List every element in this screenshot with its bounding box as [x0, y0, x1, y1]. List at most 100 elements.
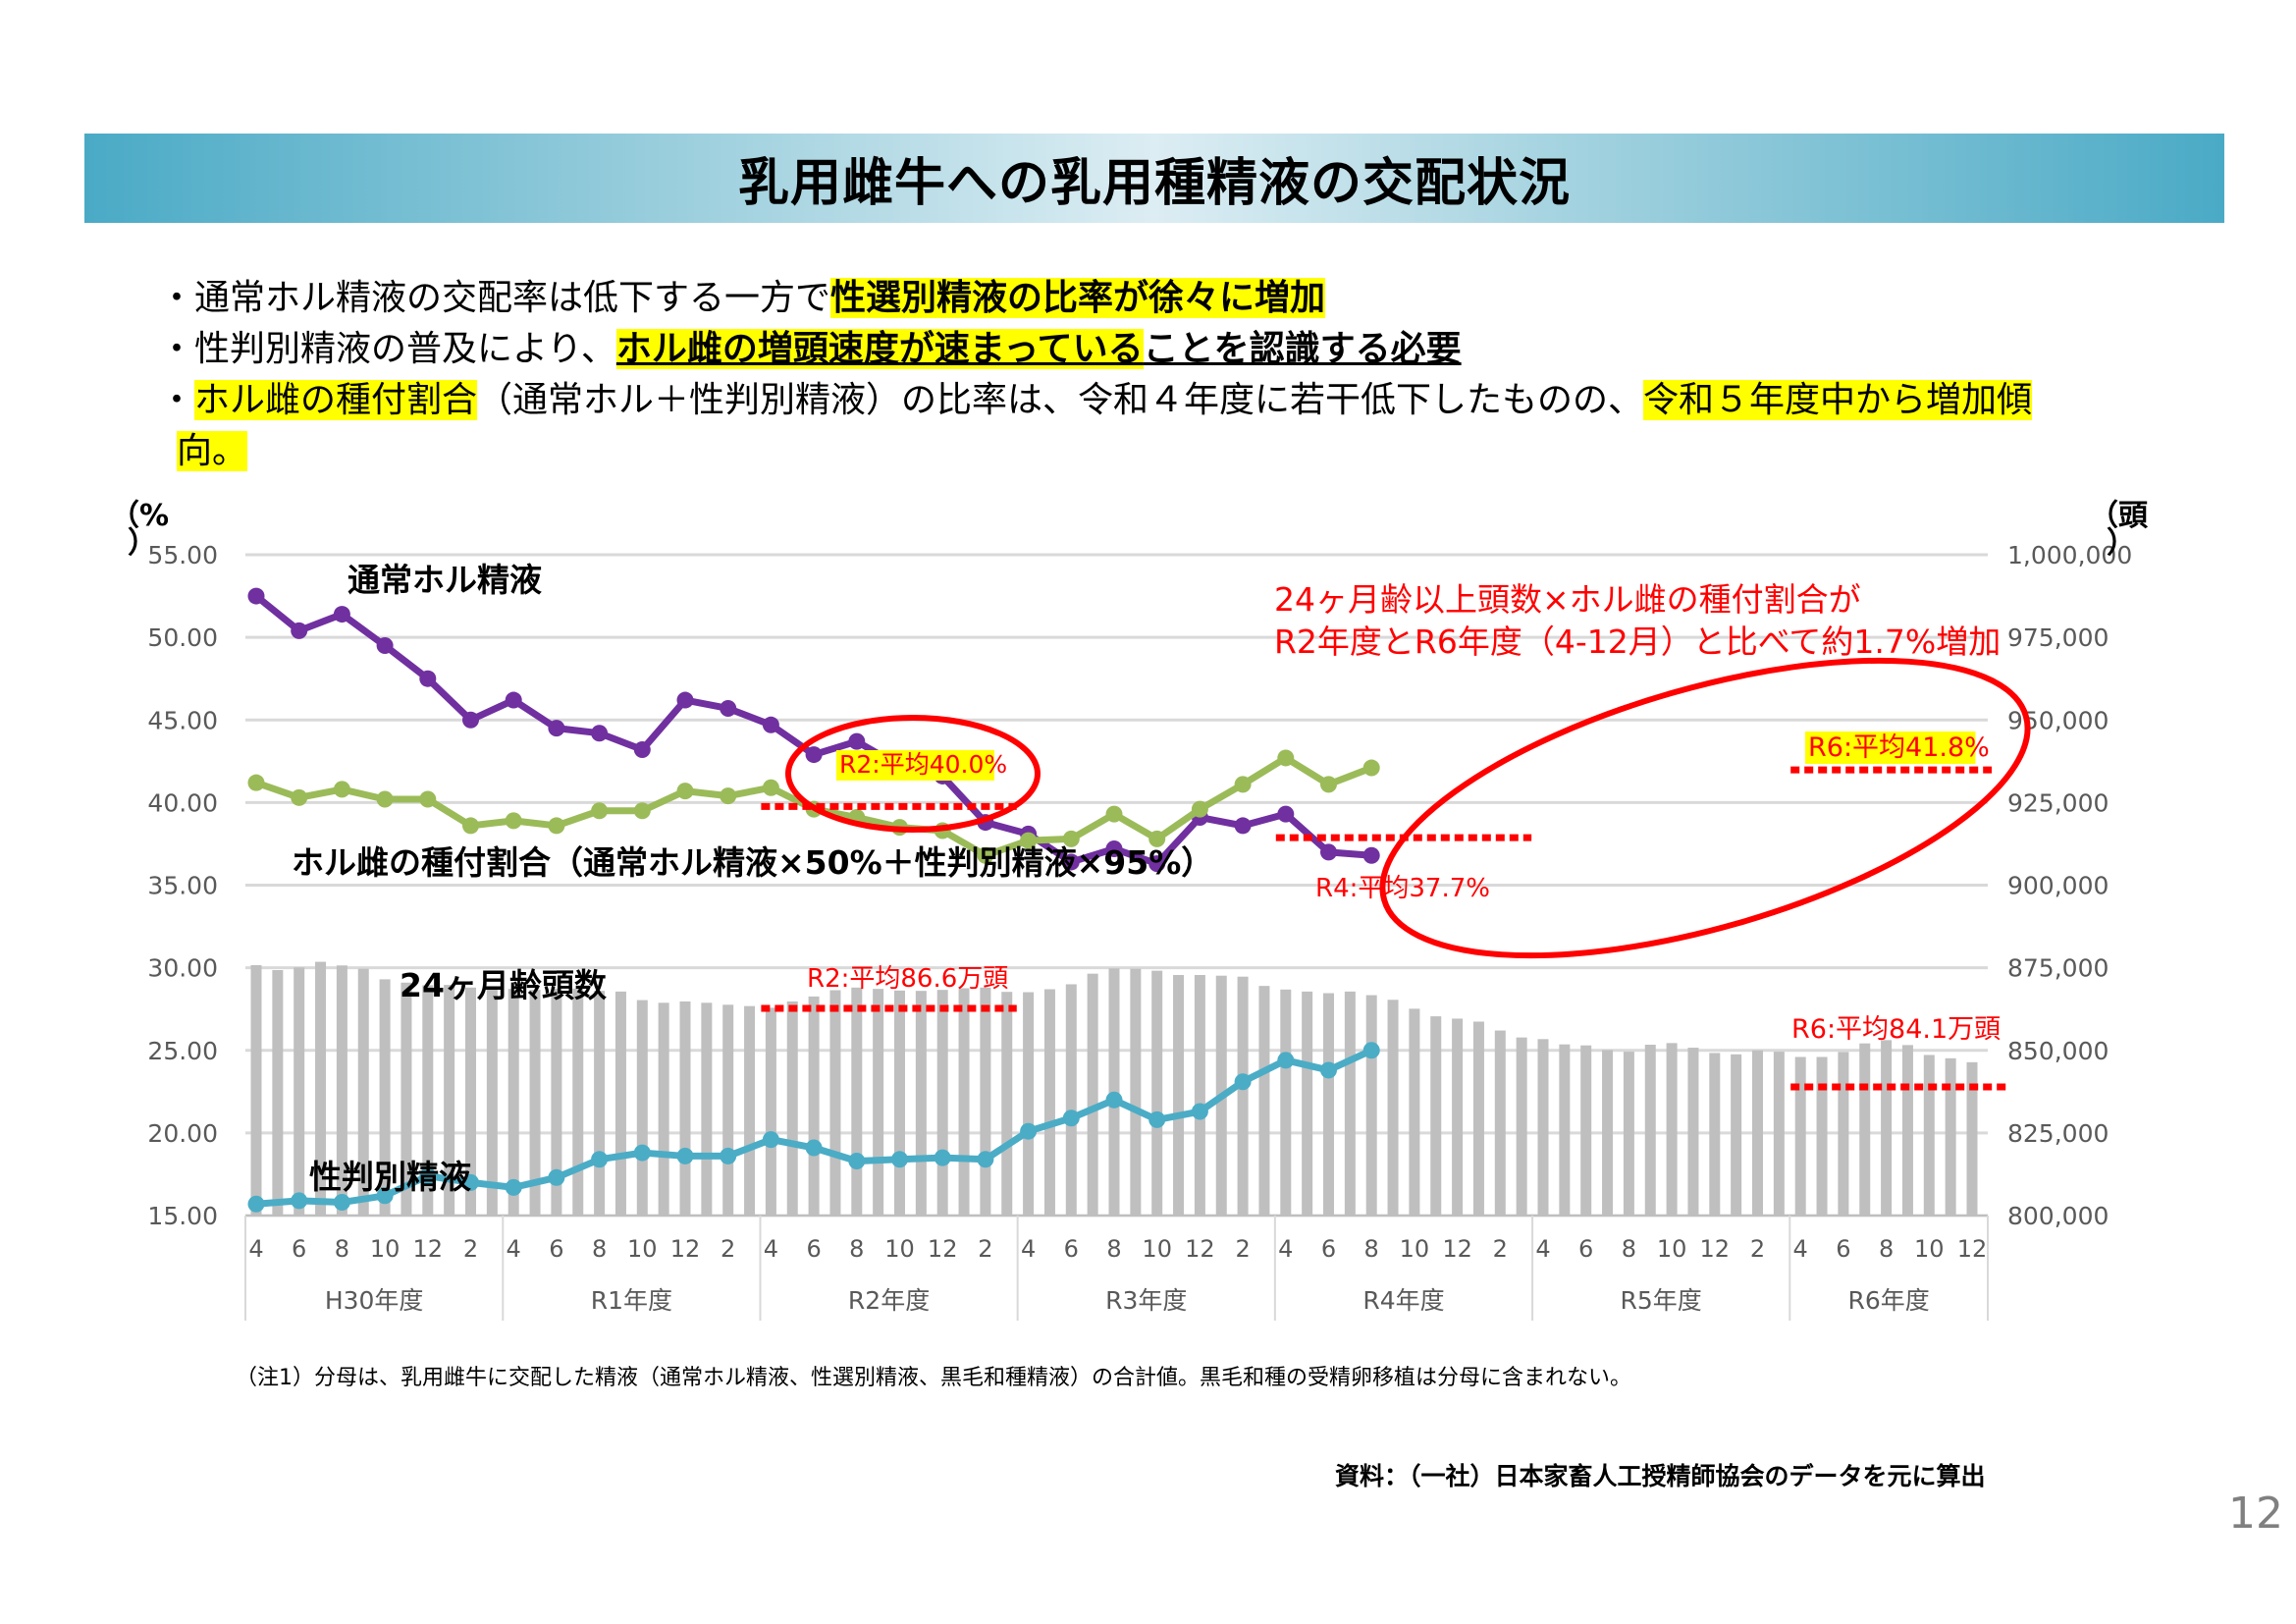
- y-left-tick-label: 50.00: [147, 623, 218, 652]
- data-point: [891, 1151, 908, 1168]
- x-tick-label: 2: [1235, 1235, 1250, 1263]
- bar: [572, 988, 584, 1216]
- x-tick-label: 12: [1442, 1235, 1472, 1263]
- data-point: [333, 781, 350, 798]
- data-point: [376, 1187, 394, 1205]
- x-tick-label: 12: [1700, 1235, 1731, 1263]
- bar: [1151, 970, 1163, 1216]
- data-point: [462, 711, 479, 729]
- bar: [465, 987, 476, 1216]
- bullet-item: ・通常ホル精液の交配率は低下する一方で性選別精液の比率が徐々に増加: [159, 273, 2122, 324]
- x-tick-label: 10: [1657, 1235, 1687, 1263]
- bar: [1644, 1045, 1656, 1216]
- data-point: [1277, 749, 1295, 767]
- x-tick-label: 4: [507, 1235, 521, 1263]
- x-tick-label: 6: [1836, 1235, 1850, 1263]
- bar: [1881, 1040, 1893, 1216]
- bar: [808, 996, 820, 1216]
- bar: [1623, 1052, 1634, 1216]
- bar: [315, 961, 327, 1216]
- data-point: [1105, 839, 1123, 857]
- data-point: [633, 1144, 651, 1162]
- bar: [1344, 991, 1356, 1216]
- y-right-tick-label: 875,000: [2007, 954, 2109, 983]
- y-right-tick-label: 825,000: [2007, 1119, 2109, 1148]
- x-group-label: R2年度: [848, 1286, 930, 1315]
- y-right-unit: （頭: [2089, 499, 2149, 533]
- data-point: [548, 1168, 565, 1186]
- data-point: [762, 716, 779, 733]
- data-point: [376, 790, 394, 808]
- data-point: [1148, 1110, 1166, 1128]
- bar: [894, 990, 905, 1216]
- x-tick-label: 4: [764, 1235, 778, 1263]
- x-tick-label: 2: [721, 1235, 735, 1263]
- x-tick-label: 8: [1622, 1235, 1636, 1263]
- x-tick-label: 6: [292, 1235, 306, 1263]
- bullet-list: ・通常ホル精液の交配率は低下する一方で性選別精液の比率が徐々に増加・性判別精液の…: [159, 273, 2122, 477]
- data-point: [419, 1167, 437, 1185]
- data-point: [1191, 800, 1208, 818]
- bar: [765, 1007, 776, 1216]
- x-tick-label: 4: [1535, 1235, 1550, 1263]
- x-group-label: H30年度: [325, 1286, 424, 1315]
- data-point: [805, 746, 823, 764]
- x-tick-label: 6: [549, 1235, 563, 1263]
- data-point: [762, 779, 779, 796]
- data-point: [1020, 832, 1038, 849]
- data-point: [977, 1151, 994, 1168]
- bar: [507, 989, 519, 1216]
- x-group-label: R5年度: [1621, 1286, 1702, 1315]
- y-left-tick-label: 15.00: [147, 1202, 218, 1230]
- data-point: [1062, 1110, 1080, 1127]
- bar: [1794, 1056, 1806, 1216]
- bar: [786, 1001, 798, 1216]
- bullet-text: ・: [159, 380, 195, 420]
- r2-highlight-ellipse: [785, 715, 1041, 833]
- x-tick-label: 4: [1793, 1235, 1808, 1263]
- label-sexed-semen: 性判別精液: [309, 1158, 471, 1196]
- data-point: [934, 1149, 951, 1166]
- bar: [594, 991, 606, 1216]
- data-point: [291, 1192, 308, 1210]
- bullet-text: （通常ホル＋性判別精液）の比率は、令和４年度に若干低下したものの、: [477, 380, 1644, 420]
- page-number: 12: [2228, 1489, 2283, 1539]
- x-tick-label: 12: [928, 1235, 958, 1263]
- y-left-tick-label: 25.00: [147, 1037, 218, 1065]
- r2-ratio-avg-label: R2:平均40.0%: [839, 750, 1007, 779]
- y-right-tick-label: 1,000,000: [2007, 541, 2132, 569]
- bar: [980, 987, 991, 1216]
- r4-ratio-avg-label: R4:平均37.7%: [1315, 874, 1490, 903]
- y-left-tick-label: 55.00: [147, 541, 218, 569]
- data-point: [1277, 805, 1295, 823]
- x-tick-label: 6: [806, 1235, 821, 1263]
- bar: [1580, 1045, 1592, 1216]
- r2-head-avg-label: R2:平均86.6万頭: [807, 964, 1008, 994]
- data-point: [247, 1195, 265, 1213]
- title-banner: 乳用雌牛への乳用種精液の交配状況: [84, 134, 2224, 223]
- data-point: [676, 1147, 694, 1164]
- bar: [1258, 986, 1270, 1216]
- data-point: [633, 802, 651, 820]
- bar: [1816, 1056, 1828, 1216]
- bar: [1709, 1053, 1721, 1216]
- x-group-label: R4年度: [1362, 1286, 1444, 1315]
- x-tick-label: 2: [978, 1235, 992, 1263]
- bar: [250, 964, 262, 1216]
- bar: [294, 967, 305, 1216]
- data-point: [505, 1178, 522, 1196]
- bullet-text: ・性判別精液の普及により、: [159, 329, 616, 369]
- bar: [1001, 992, 1013, 1216]
- x-tick-label: 10: [370, 1235, 400, 1263]
- bar: [915, 991, 927, 1216]
- bar: [1130, 968, 1142, 1216]
- data-point: [505, 812, 522, 830]
- y-axis-left: 55.00 50.00 45.00 40.00 35.00 30.00 25.00 20.00…: [147, 541, 218, 1230]
- data-point: [1320, 1061, 1337, 1079]
- page-title: 乳用雌牛への乳用種精液の交配状況: [737, 154, 1571, 213]
- label-head-count: 24ヶ月齢頭数: [400, 966, 608, 1004]
- data-point: [1062, 853, 1080, 871]
- r6-head-avg-label: R6:平均84.1万頭: [1791, 1014, 2001, 1045]
- bar: [636, 1000, 648, 1216]
- data-point: [848, 1152, 866, 1169]
